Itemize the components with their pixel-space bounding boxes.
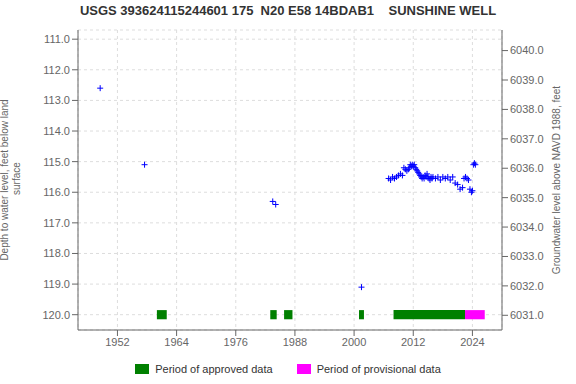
svg-text:120.0: 120.0	[42, 309, 70, 321]
svg-text:6031.0: 6031.0	[510, 309, 544, 321]
html-text:Period of provisional data: Period of provisional data	[316, 363, 441, 375]
svg-text:112.0: 112.0	[43, 64, 70, 76]
svg-text:115.0: 115.0	[43, 156, 70, 168]
svg-text:6035.0: 6035.0	[510, 192, 544, 204]
svg-text:1976: 1976	[224, 336, 248, 348]
svg-text:Depth to water level, feet bel: Depth to water level, feet below land su…	[0, 99, 22, 260]
svg-text:6037.0: 6037.0	[510, 133, 544, 145]
svg-text:119.0: 119.0	[43, 278, 70, 290]
html-text:Period of approved data: Period of approved data	[155, 363, 273, 375]
svg-text:6036.0: 6036.0	[510, 162, 544, 174]
svg-text:113.0: 113.0	[43, 94, 70, 106]
svg-text:1952: 1952	[105, 336, 129, 348]
svg-text:Groundwater level above NAVD 1: Groundwater level above NAVD 1988, feet	[551, 86, 562, 274]
svg-text:6034.0: 6034.0	[510, 221, 544, 233]
svg-text:6032.0: 6032.0	[510, 280, 544, 292]
svg-text:118.0: 118.0	[43, 247, 70, 259]
svg-text:6038.0: 6038.0	[510, 103, 544, 115]
svg-text:6040.0: 6040.0	[510, 44, 544, 56]
svg-text:111.0: 111.0	[44, 33, 70, 45]
svg-text:114.0: 114.0	[43, 125, 70, 137]
svg-text:2000: 2000	[342, 336, 366, 348]
svg-text:1964: 1964	[164, 336, 188, 348]
svg-text:6033.0: 6033.0	[510, 250, 544, 262]
html-text:USGS 393624115244601 175 N20 E: USGS 393624115244601 175 N20 E58 14BDAB1…	[79, 3, 497, 18]
svg-text:117.0: 117.0	[43, 217, 70, 229]
svg-text:1988: 1988	[283, 336, 307, 348]
svg-text:116.0: 116.0	[43, 186, 70, 198]
svg-text:6039.0: 6039.0	[510, 74, 544, 86]
svg-text:2012: 2012	[401, 336, 425, 348]
svg-text:2024: 2024	[460, 336, 484, 348]
